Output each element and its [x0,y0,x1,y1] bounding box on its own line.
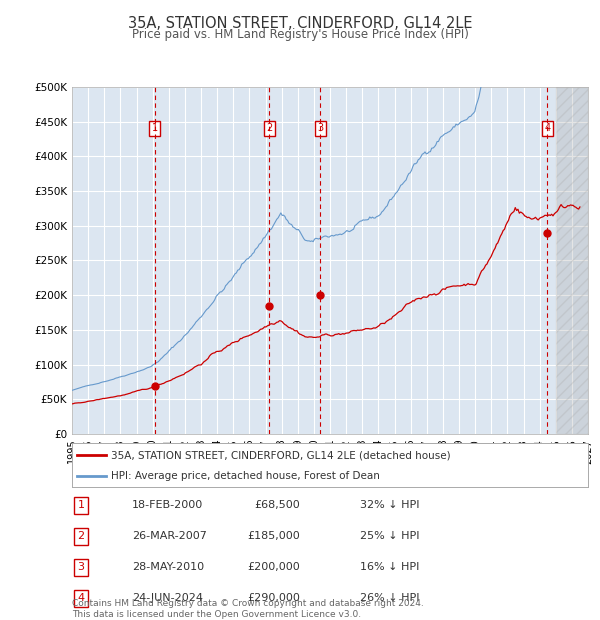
Text: 16% ↓ HPI: 16% ↓ HPI [360,562,419,572]
Text: 2: 2 [266,123,272,133]
Text: £68,500: £68,500 [254,500,300,510]
Bar [556,87,588,434]
Text: Contains HM Land Registry data © Crown copyright and database right 2024.
This d: Contains HM Land Registry data © Crown c… [72,600,424,619]
Text: 25% ↓ HPI: 25% ↓ HPI [360,531,419,541]
Text: 32% ↓ HPI: 32% ↓ HPI [360,500,419,510]
Text: 18-FEB-2000: 18-FEB-2000 [132,500,203,510]
Text: 26-MAR-2007: 26-MAR-2007 [132,531,207,541]
Text: 35A, STATION STREET, CINDERFORD, GL14 2LE (detached house): 35A, STATION STREET, CINDERFORD, GL14 2L… [110,451,451,461]
Text: HPI: Average price, detached house, Forest of Dean: HPI: Average price, detached house, Fore… [110,471,380,481]
Text: 4: 4 [544,123,550,133]
Text: 3: 3 [77,562,85,572]
Text: 4: 4 [77,593,85,603]
Text: 24-JUN-2024: 24-JUN-2024 [132,593,203,603]
Text: £290,000: £290,000 [247,593,300,603]
Text: 35A, STATION STREET, CINDERFORD, GL14 2LE: 35A, STATION STREET, CINDERFORD, GL14 2L… [128,16,472,30]
Text: Price paid vs. HM Land Registry's House Price Index (HPI): Price paid vs. HM Land Registry's House … [131,28,469,41]
Text: £185,000: £185,000 [247,531,300,541]
Text: 28-MAY-2010: 28-MAY-2010 [132,562,204,572]
Text: 1: 1 [151,123,158,133]
Text: 1: 1 [77,500,85,510]
Text: 26% ↓ HPI: 26% ↓ HPI [360,593,419,603]
Text: 2: 2 [77,531,85,541]
Text: 3: 3 [317,123,323,133]
Text: £200,000: £200,000 [247,562,300,572]
